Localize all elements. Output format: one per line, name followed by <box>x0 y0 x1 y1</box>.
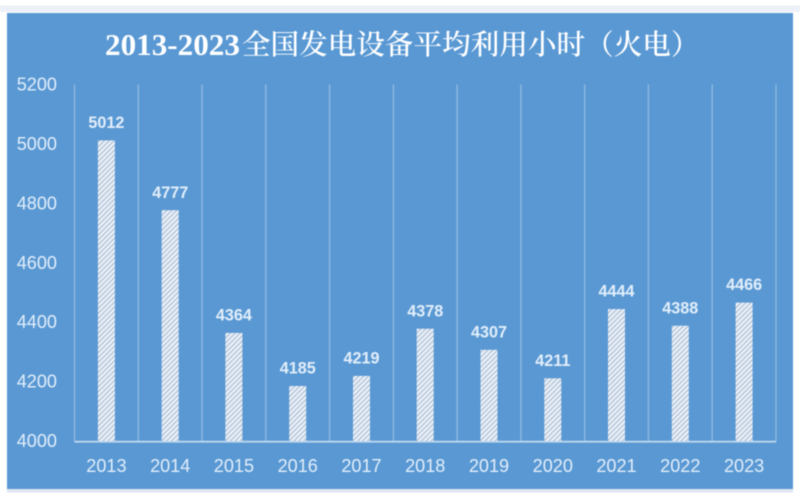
svg-text:4444: 4444 <box>598 283 634 301</box>
svg-text:4364: 4364 <box>216 307 252 325</box>
svg-text:4307: 4307 <box>471 323 507 341</box>
svg-text:4378: 4378 <box>407 302 443 320</box>
svg-text:2020: 2020 <box>533 456 573 476</box>
svg-text:2019: 2019 <box>469 456 509 476</box>
svg-text:4600: 4600 <box>17 253 57 273</box>
svg-text:4400: 4400 <box>17 312 57 332</box>
svg-text:2013-2023: 2013-2023 <box>105 27 240 62</box>
svg-text:2014: 2014 <box>150 456 190 476</box>
svg-text:2018: 2018 <box>405 456 445 476</box>
svg-text:4800: 4800 <box>17 193 57 213</box>
svg-text:4000: 4000 <box>17 431 57 451</box>
svg-text:5012: 5012 <box>88 114 124 132</box>
svg-text:4185: 4185 <box>280 360 316 378</box>
svg-text:5200: 5200 <box>17 75 57 95</box>
svg-text:4388: 4388 <box>662 299 698 317</box>
svg-text:2023: 2023 <box>724 456 764 476</box>
svg-text:2017: 2017 <box>341 456 381 476</box>
svg-text:2016: 2016 <box>278 456 318 476</box>
svg-text:4200: 4200 <box>17 372 57 392</box>
svg-text:5000: 5000 <box>17 134 57 154</box>
svg-text:4219: 4219 <box>343 350 379 368</box>
svg-text:2013: 2013 <box>86 456 126 476</box>
svg-text:4211: 4211 <box>535 352 570 370</box>
svg-text:2015: 2015 <box>214 456 254 476</box>
svg-text:4777: 4777 <box>152 184 188 202</box>
svg-text:4466: 4466 <box>726 276 762 294</box>
svg-text:2022: 2022 <box>660 456 700 476</box>
svg-text:2021: 2021 <box>596 456 636 476</box>
